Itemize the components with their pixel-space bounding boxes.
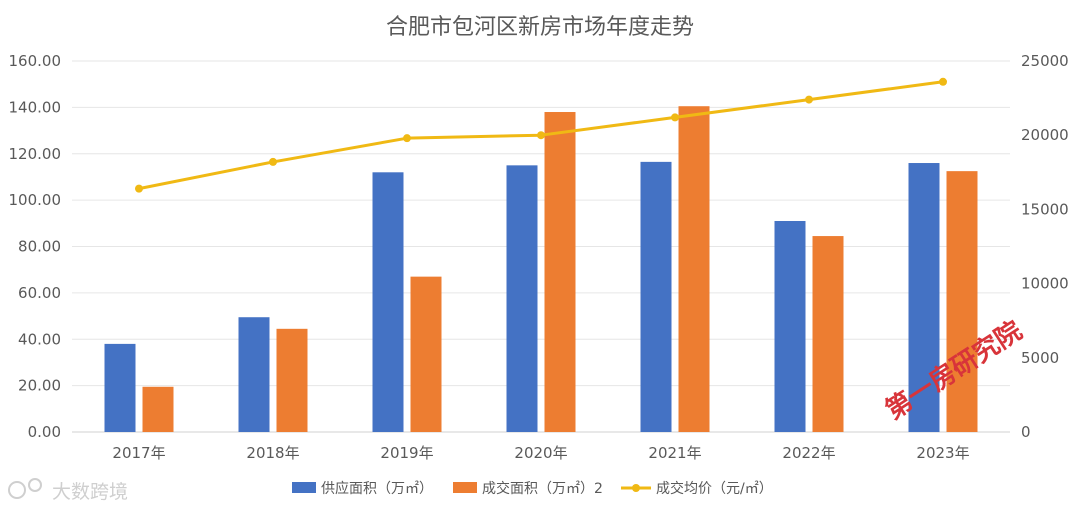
- y-right-tick-label: 15000: [1021, 200, 1069, 218]
- price-point: [403, 134, 411, 143]
- transaction-bar: [410, 276, 442, 432]
- price-point: [537, 131, 545, 140]
- transaction-bar: [276, 328, 308, 432]
- x-tick-label: 2022年: [782, 444, 835, 462]
- right-axis: 0 5000 10000 15000 20000 25000: [1021, 52, 1069, 441]
- y-left-tick-label: 160.00: [9, 52, 62, 70]
- supply-bar: [372, 172, 404, 433]
- grid-lines: [72, 60, 1010, 433]
- price-point: [671, 113, 679, 122]
- x-tick-label: 2021年: [648, 444, 701, 462]
- legend-label: 成交均价（元/㎡）: [656, 480, 773, 497]
- legend-label: 成交面积（万㎡）2: [482, 480, 603, 497]
- y-left-tick-label: 80.00: [18, 238, 61, 256]
- y-left-tick-label: 60.00: [18, 284, 61, 302]
- supply-bar: [908, 163, 940, 432]
- legend-swatch: [292, 482, 316, 493]
- y-right-tick-label: 5000: [1021, 349, 1059, 367]
- left-axis: 0.00 20.00 40.00 60.00 80.00 100.00 120.00 140.…: [9, 52, 62, 441]
- transaction-bar: [678, 106, 710, 432]
- x-tick-label: 2023年: [916, 444, 969, 462]
- y-right-tick-label: 10000: [1021, 275, 1069, 293]
- legend: 供应面积（万㎡） 成交面积（万㎡）2 成交均价（元/㎡）: [292, 480, 773, 497]
- transaction-bar: [142, 386, 174, 432]
- watermark-text: 大数跨境: [52, 481, 128, 503]
- legend-swatch-marker: [632, 484, 640, 492]
- price-point: [135, 184, 143, 193]
- x-axis: 2017年 2018年 2019年 2020年 2021年 2022年 2023年: [112, 444, 969, 462]
- transaction-bar: [812, 236, 844, 432]
- supply-bar: [238, 317, 270, 432]
- watermark: 大数跨境: [8, 478, 128, 503]
- y-left-tick-label: 120.00: [9, 145, 62, 163]
- bar-series: [104, 106, 978, 433]
- supply-bar: [774, 220, 806, 432]
- x-tick-label: 2019年: [380, 444, 433, 462]
- price-point: [939, 77, 947, 86]
- y-left-tick-label: 0.00: [28, 423, 61, 441]
- x-tick-label: 2020年: [514, 444, 567, 462]
- transaction-bar: [946, 171, 978, 432]
- watermark-logo-icon: [8, 478, 42, 499]
- transaction-bar: [544, 112, 576, 432]
- chart-title: 合肥市包河区新房市场年度走势: [386, 15, 694, 40]
- y-right-tick-label: 0: [1021, 423, 1031, 441]
- y-right-tick-label: 25000: [1021, 52, 1069, 70]
- y-left-tick-label: 100.00: [9, 191, 62, 209]
- supply-bar: [104, 343, 136, 432]
- x-tick-label: 2018年: [246, 444, 299, 462]
- price-point: [269, 157, 277, 166]
- legend-label: 供应面积（万㎡）: [321, 480, 433, 497]
- y-left-tick-label: 40.00: [18, 330, 61, 348]
- supply-bar: [506, 165, 538, 432]
- price-point: [805, 95, 813, 104]
- legend-swatch: [453, 482, 477, 493]
- y-right-tick-label: 20000: [1021, 126, 1069, 144]
- line-series: [135, 77, 947, 193]
- x-tick-label: 2017年: [112, 444, 165, 462]
- y-left-tick-label: 140.00: [9, 98, 62, 116]
- supply-bar: [640, 161, 672, 432]
- y-left-tick-label: 20.00: [18, 377, 61, 395]
